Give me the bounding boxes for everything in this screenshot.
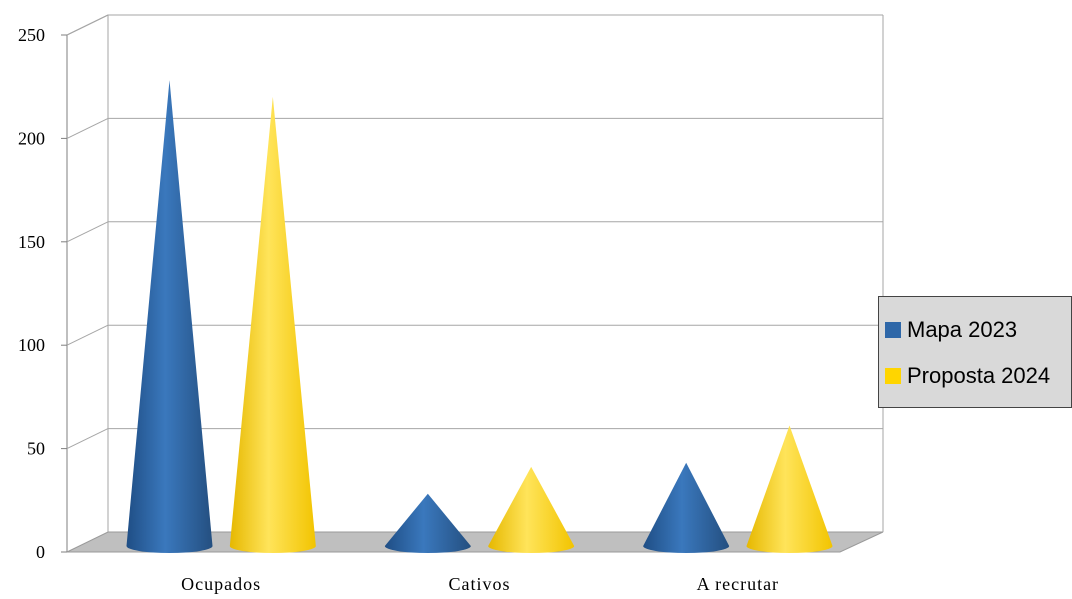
cone-body	[126, 80, 213, 553]
cone-body	[384, 493, 471, 553]
gridline-side-50	[66, 428, 109, 450]
x-label-ocupados: Ocupados	[181, 574, 261, 594]
gridline-side-200	[66, 117, 109, 139]
x-label-cativos: Cativos	[448, 574, 510, 594]
gridline-side-100	[66, 324, 109, 346]
gridline-side-250	[66, 14, 109, 36]
y-tick-label-250: 250	[18, 25, 45, 45]
gridlines	[66, 14, 883, 450]
cone-cativos-proposta-2024	[488, 466, 575, 553]
cone-a-recrutar-proposta-2024	[746, 425, 833, 553]
cone-body	[643, 462, 730, 553]
legend-label-proposta-2024: Proposta 2024	[907, 363, 1051, 388]
y-tick-label-0: 0	[36, 542, 45, 562]
y-axis-ticks: 0 50 100 150 200 250	[18, 25, 67, 562]
y-tick-label-150: 150	[18, 232, 45, 252]
x-axis-labels: Ocupados Cativos A recrutar	[181, 574, 779, 594]
y-tick-label-50: 50	[27, 439, 45, 459]
cone-ocupados-mapa-2023	[126, 80, 213, 553]
cone-body	[746, 425, 833, 553]
legend: Mapa 2023 Proposta 2024	[878, 296, 1072, 408]
y-tick-label-100: 100	[18, 335, 45, 355]
cone-a-recrutar-mapa-2023	[643, 462, 730, 553]
cones	[126, 80, 833, 553]
x-label-a-recrutar: A recrutar	[697, 574, 779, 594]
cone-body	[488, 466, 575, 553]
cone-ocupados-proposta-2024	[229, 96, 316, 553]
y-tick-label-200: 200	[18, 128, 45, 148]
legend-item-proposta-2024: Proposta 2024	[885, 363, 1050, 389]
legend-item-mapa-2023: Mapa 2023	[885, 317, 1017, 343]
gridline-side-150	[66, 221, 109, 243]
cone-cativos-mapa-2023	[384, 493, 471, 553]
cone-body	[229, 96, 316, 553]
legend-swatch-mapa-2023	[885, 322, 901, 338]
legend-swatch-proposta-2024	[885, 368, 901, 384]
legend-label-mapa-2023: Mapa 2023	[907, 317, 1018, 342]
